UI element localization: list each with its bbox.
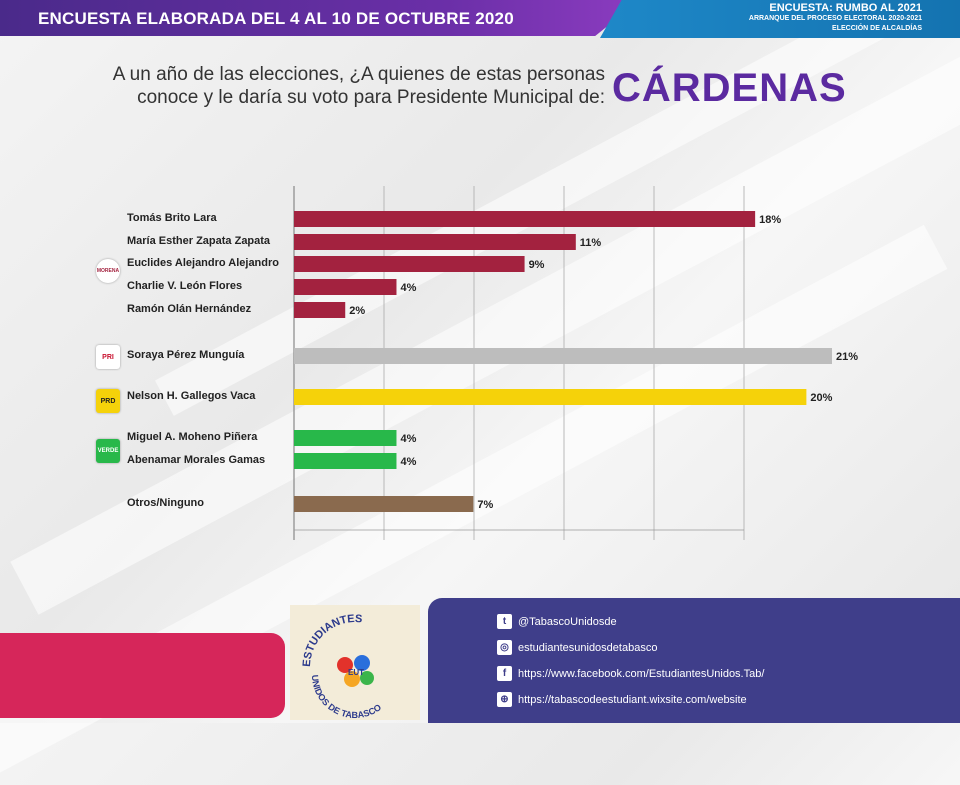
bar	[294, 496, 474, 512]
value-label: 4%	[400, 433, 416, 445]
category-label: Charlie V. León Flores	[127, 280, 243, 292]
twitter-link[interactable]: t @TabascoUnidosde	[497, 614, 617, 629]
header-right-banner	[600, 0, 960, 38]
bar	[294, 234, 576, 250]
bar	[294, 430, 397, 446]
pri-logo: PRI	[96, 345, 120, 369]
category-label: María Esther Zapata Zapata	[127, 235, 271, 247]
category-label: Miguel A. Moheno Piñera	[127, 431, 258, 443]
bar	[294, 302, 346, 318]
survey-name: ENCUESTA: RUMBO AL 2021	[769, 2, 922, 14]
prd-logo: PRD	[96, 389, 120, 413]
globe-icon: ⊕	[497, 692, 512, 707]
estudiantes-unidos-logo: ESTUDIANTES EUT UNIDOS DE TABASCO	[290, 605, 420, 720]
election-type: ELECCIÓN DE ALCALDÍAS	[832, 25, 922, 32]
twitter-icon: t	[497, 614, 512, 629]
value-label: 20%	[810, 392, 832, 404]
value-label: 11%	[580, 237, 602, 249]
category-label: Tomás Brito Lara	[127, 212, 217, 224]
value-label: 21%	[836, 351, 858, 363]
bar	[294, 279, 397, 295]
category-label: Ramón Olán Hernández	[127, 303, 252, 315]
value-label: 4%	[400, 456, 416, 468]
category-label: Otros/Ninguno	[127, 497, 204, 509]
facebook-icon: f	[497, 666, 512, 681]
bar	[294, 211, 756, 227]
bar	[294, 348, 832, 364]
facebook-link[interactable]: f https://www.facebook.com/EstudiantesUn…	[497, 666, 764, 681]
instagram-link[interactable]: ◎ estudiantesunidosdetabasco	[497, 640, 657, 655]
value-label: 2%	[349, 305, 365, 317]
value-label: 4%	[400, 282, 416, 294]
electoral-process: ARRANQUE DEL PROCESO ELECTORAL 2020-2021	[748, 15, 922, 22]
value-label: 9%	[529, 259, 545, 271]
question-line-1: A un año de las elecciones, ¿A quienes d…	[112, 64, 605, 85]
survey-date-title: ENCUESTA ELABORADA DEL 4 AL 10 DE OCTUBR…	[38, 9, 514, 28]
value-label: 18%	[759, 214, 781, 226]
header-banner	[0, 0, 640, 36]
category-label: Soraya Pérez Munguía	[127, 349, 245, 361]
bar-chart: 18% 11% 9% 4% 2% 21% 20% 4% 4% 7%	[293, 186, 858, 540]
footer-social-panel	[428, 598, 960, 723]
category-label: Nelson H. Gallegos Vaca	[127, 390, 256, 402]
website-link[interactable]: ⊕ https://tabascodeestudiant.wixsite.com…	[497, 692, 747, 707]
verde-logo: VERDE	[96, 439, 120, 463]
footer-pink-block	[0, 633, 285, 718]
morena-logo: MORENA	[96, 259, 120, 283]
category-label: Abenamar Morales Gamas	[127, 454, 266, 466]
instagram-icon: ◎	[497, 640, 512, 655]
value-label: 7%	[477, 499, 493, 511]
question-line-2: conoce y le daría su voto para President…	[137, 87, 605, 108]
svg-text:EUT: EUT	[348, 668, 364, 677]
category-label: Euclides Alejandro Alejandro	[127, 257, 279, 269]
bar	[294, 256, 525, 272]
bar	[294, 453, 397, 469]
bar	[294, 389, 807, 405]
municipality-title: CÁRDENAS	[612, 66, 847, 110]
